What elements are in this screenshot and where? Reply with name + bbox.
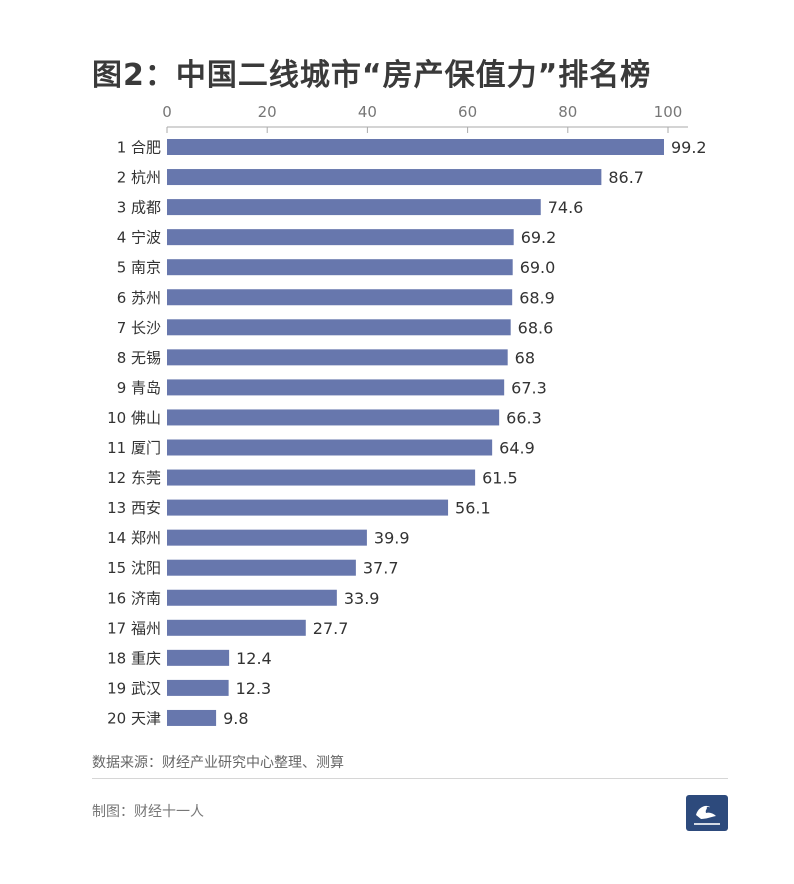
category-labels: 1 合肥 2 杭州 3 成都 4 宁波 5 南京 6 苏州 7 长沙 8 无锡 9 青岛 10 佛… <box>107 139 161 728</box>
category-label: 12 东莞 <box>107 469 161 487</box>
category-label: 15 沈阳 <box>107 559 161 577</box>
data-label: 33.9 <box>344 589 380 608</box>
bar <box>167 439 493 456</box>
data-label: 39.9 <box>374 529 410 548</box>
data-label: 68.6 <box>518 318 554 337</box>
bars <box>167 139 664 726</box>
bar <box>167 349 508 366</box>
data-label: 86.7 <box>608 168 644 187</box>
category-label: 14 郑州 <box>107 529 161 547</box>
data-label: 27.7 <box>313 619 349 638</box>
bird-logo-icon <box>686 795 728 831</box>
bar <box>167 499 449 516</box>
bar <box>167 619 306 636</box>
data-label: 9.8 <box>223 709 248 728</box>
category-label: 10 佛山 <box>107 409 161 427</box>
category-label: 1 合肥 <box>117 139 161 157</box>
bar <box>167 169 602 186</box>
bar <box>167 589 337 606</box>
bar <box>167 709 217 726</box>
data-label: 74.6 <box>548 198 584 217</box>
x-tick-label: 100 <box>654 103 683 121</box>
data-label: 69.2 <box>521 228 557 247</box>
footer-divider <box>92 778 728 779</box>
category-label: 8 无锡 <box>117 349 161 367</box>
category-label: 2 杭州 <box>117 169 161 187</box>
bar <box>167 259 513 276</box>
bar <box>167 649 230 666</box>
data-label: 12.3 <box>236 679 272 698</box>
category-label: 16 济南 <box>107 589 161 607</box>
category-label: 9 青岛 <box>117 379 161 397</box>
data-label: 12.4 <box>236 649 272 668</box>
bar <box>167 229 514 246</box>
bar <box>167 319 511 336</box>
bar <box>167 529 367 546</box>
data-label: 61.5 <box>482 469 518 488</box>
data-label: 37.7 <box>363 559 399 578</box>
bar <box>167 559 356 576</box>
bar <box>167 409 500 426</box>
category-label: 20 天津 <box>107 709 161 727</box>
data-label: 69.0 <box>520 258 556 277</box>
data-label: 67.3 <box>511 378 547 397</box>
category-label: 13 西安 <box>107 499 161 517</box>
x-tick-label: 60 <box>458 103 477 121</box>
category-label: 3 成都 <box>117 199 161 217</box>
bar <box>167 379 505 396</box>
bar-chart: 0 20 40 60 80 100 1 合肥 2 杭州 3 成都 4 宁波 5 南京 6 苏州 7 长… <box>107 103 707 728</box>
bar <box>167 199 541 216</box>
chart-maker-credit: 制图：财经十一人 <box>92 804 204 820</box>
data-label: 99.2 <box>671 138 707 157</box>
x-tick-label: 40 <box>358 103 377 121</box>
data-label: 64.9 <box>499 439 535 458</box>
x-tick-label: 0 <box>162 103 172 121</box>
x-tick-label: 20 <box>258 103 277 121</box>
data-label: 68.9 <box>519 288 555 307</box>
chart-title: 图2：中国二线城市“房产保值力”排名榜 <box>92 58 652 93</box>
category-label: 6 苏州 <box>117 289 161 307</box>
bar <box>167 679 229 696</box>
x-axis: 0 20 40 60 80 100 <box>162 103 688 133</box>
bar <box>167 469 476 486</box>
data-label: 56.1 <box>455 499 491 518</box>
x-tick-label: 80 <box>558 103 577 121</box>
category-label: 4 宁波 <box>117 229 161 247</box>
category-label: 11 厦门 <box>107 439 161 457</box>
category-label: 19 武汉 <box>107 679 161 697</box>
category-label: 18 重庆 <box>107 649 161 667</box>
data-label: 68 <box>515 348 535 367</box>
bar <box>167 139 664 155</box>
category-label: 17 福州 <box>107 619 161 637</box>
category-label: 5 南京 <box>117 259 161 277</box>
value-labels: 99.2 86.7 74.6 69.2 69.0 68.9 68.6 68 67.3 66.3 64… <box>223 138 707 728</box>
data-label: 66.3 <box>506 408 542 427</box>
bar <box>167 289 513 306</box>
data-source-note: 数据来源：财经产业研究中心整理、测算 <box>92 755 344 771</box>
category-label: 7 长沙 <box>117 319 161 337</box>
